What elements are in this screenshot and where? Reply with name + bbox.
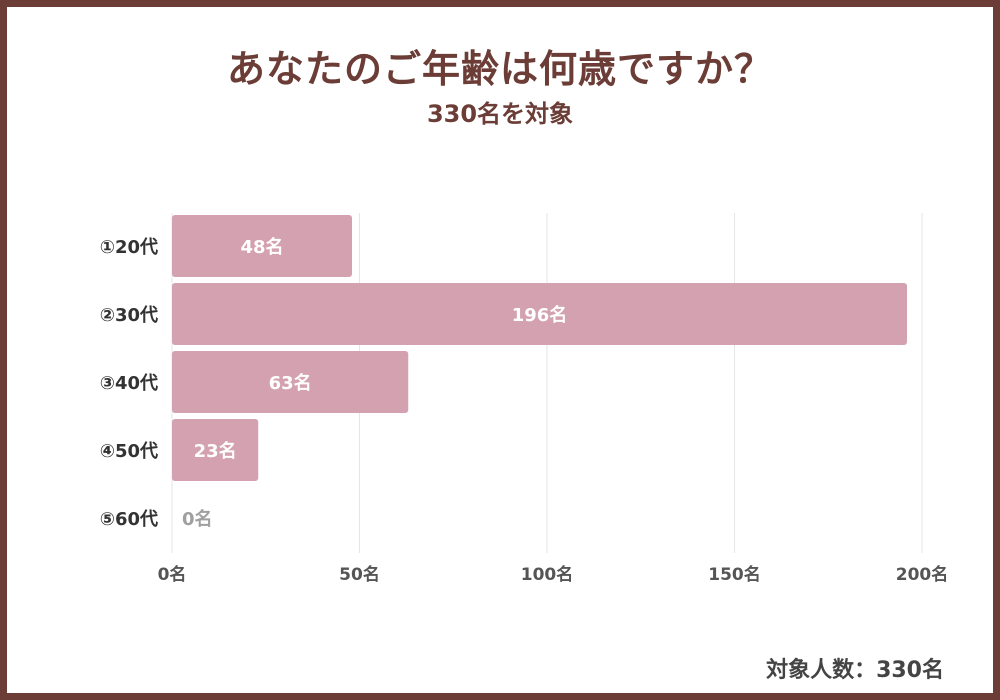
x-tick-label: 200名	[896, 564, 949, 585]
bar	[172, 283, 907, 345]
data-label: 48名	[240, 236, 283, 258]
sample-size-note: 対象人数：330名	[766, 658, 944, 683]
chart-subtitle: 330名を対象	[426, 100, 574, 128]
x-tick-label: 150名	[708, 564, 761, 585]
category-label: ③40代	[100, 373, 158, 394]
category-label: ⑤60代	[100, 509, 158, 530]
category-label: ②30代	[100, 305, 158, 326]
bar	[172, 419, 259, 481]
category-label: ④50代	[100, 441, 158, 462]
data-label: 63名	[269, 372, 312, 394]
chart-title: あなたのご年齢は何歳ですか？	[226, 47, 773, 91]
bar	[172, 215, 352, 277]
data-label: 0名	[182, 508, 213, 530]
data-label: 196名	[512, 304, 568, 326]
data-label: 23名	[194, 440, 237, 462]
bar	[172, 351, 409, 413]
x-tick-label: 100名	[521, 564, 574, 585]
x-tick-label: 0名	[158, 564, 187, 585]
x-tick-label: 50名	[339, 564, 380, 585]
category-label: ①20代	[100, 237, 158, 258]
